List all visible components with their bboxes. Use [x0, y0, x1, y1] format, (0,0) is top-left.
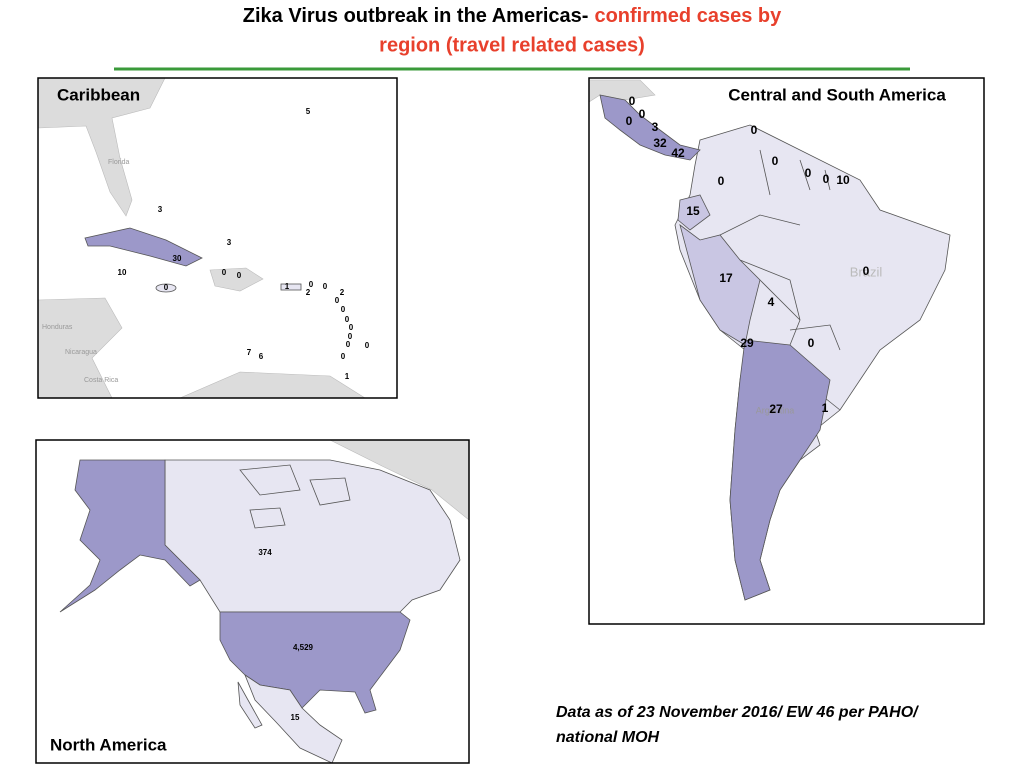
- case-count: 2: [340, 288, 345, 297]
- case-count: 10: [118, 268, 127, 277]
- south-america-labels: 0 0 0 3 32 42 0 0 0 0 0 10 15 17 4 0 29 …: [626, 94, 870, 416]
- mexico: [237, 673, 343, 763]
- case-count: 0: [772, 154, 779, 168]
- case-count: 27: [769, 402, 783, 416]
- case-count: 6: [259, 352, 264, 361]
- title-line-2: region (travel related cases): [379, 34, 645, 56]
- cuba: [84, 227, 203, 267]
- case-count: 374: [258, 548, 272, 557]
- case-count: 0: [222, 268, 227, 277]
- case-count: 0: [237, 271, 242, 280]
- case-count: 0: [863, 264, 870, 278]
- south-america-map: [589, 79, 951, 601]
- land: [38, 297, 123, 398]
- title-line-1: Zika Virus outbreak in the Americas-conf…: [243, 5, 782, 27]
- case-count: 7: [247, 348, 252, 357]
- case-count: 0: [348, 332, 353, 341]
- ecuador: [677, 194, 711, 231]
- puerto-rico: [280, 283, 302, 291]
- place-label: Argentina: [756, 405, 795, 415]
- case-count: 0: [349, 323, 354, 332]
- place-label: Brazil: [850, 264, 883, 279]
- case-count: 42: [671, 146, 685, 160]
- case-count: 0: [365, 341, 370, 350]
- case-count: 4,529: [293, 643, 314, 652]
- case-count: 0: [335, 296, 340, 305]
- panel-title: Caribbean: [57, 85, 140, 104]
- case-count: 32: [653, 136, 667, 150]
- land: [179, 371, 366, 398]
- caribbean-map: [38, 78, 366, 398]
- mexico: [589, 79, 656, 103]
- panel-title: Central and South America: [728, 85, 946, 104]
- case-count: 30: [173, 254, 182, 263]
- land: [38, 78, 166, 217]
- case-count: 29: [740, 336, 754, 350]
- case-count: 0: [346, 340, 351, 349]
- case-count: 0: [808, 336, 815, 350]
- case-count: 0: [164, 283, 169, 292]
- place-label: Nicaragua: [65, 349, 97, 356]
- case-count: 0: [823, 172, 830, 186]
- place-label: Florida: [108, 159, 130, 166]
- argentina-chile: [729, 339, 831, 601]
- case-count: 15: [686, 204, 700, 218]
- footnote: national MOH: [556, 729, 660, 746]
- case-count: 1: [822, 401, 829, 415]
- title-black: Zika Virus outbreak in the Americas-: [243, 5, 589, 27]
- jamaica: [155, 283, 177, 293]
- peru: [679, 223, 761, 346]
- case-count: 3: [158, 205, 163, 214]
- panel-frame: [37, 77, 398, 399]
- case-count: 0: [323, 282, 328, 291]
- case-count: 0: [751, 123, 758, 137]
- panel-frame: [588, 77, 985, 625]
- case-count: 10: [836, 173, 850, 187]
- hispaniola: [209, 267, 264, 292]
- case-count: 2: [306, 288, 311, 297]
- caribbean-labels: Florida Honduras Nicaragua Costa Rica 5 …: [42, 107, 370, 384]
- case-count: 0: [626, 114, 633, 128]
- case-count: 0: [341, 352, 346, 361]
- panel-frame: [35, 439, 470, 764]
- continent: [674, 124, 951, 601]
- case-count: 0: [639, 107, 646, 121]
- case-count: 0: [309, 280, 314, 289]
- footnote: Data as of 23 November 2016/ EW 46 per P…: [556, 704, 919, 721]
- case-count: 0: [629, 94, 636, 108]
- case-count: 0: [805, 166, 812, 180]
- case-count: 1: [345, 372, 350, 381]
- case-count: 15: [291, 713, 300, 722]
- north-america-map: [59, 440, 469, 763]
- islands: [239, 464, 351, 529]
- case-count: 3: [227, 238, 232, 247]
- case-count: 4: [768, 295, 775, 309]
- case-count: 1: [285, 282, 290, 291]
- place-label: Honduras: [42, 324, 73, 331]
- greenland: [329, 440, 469, 521]
- panel-title: North America: [50, 735, 167, 754]
- case-count: 0: [718, 174, 725, 188]
- case-count: 0: [341, 305, 346, 314]
- place-label: Costa Rica: [84, 377, 118, 384]
- central-america: [599, 94, 701, 161]
- border: [719, 149, 841, 411]
- alaska: [59, 459, 201, 613]
- usa: [219, 611, 411, 714]
- case-count: 3: [652, 120, 659, 134]
- case-count: 5: [306, 107, 311, 116]
- title-red: confirmed cases by: [594, 5, 782, 27]
- case-count: 17: [719, 271, 733, 285]
- case-count: 0: [345, 315, 350, 324]
